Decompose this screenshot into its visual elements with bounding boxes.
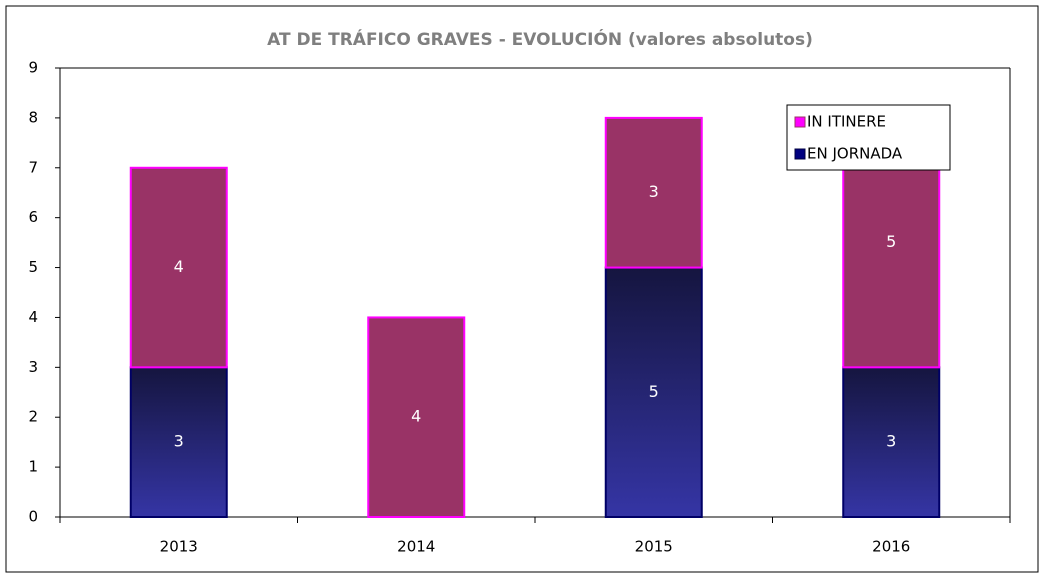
- bar-segment: [842, 366, 941, 519]
- y-tick-label: 8: [28, 108, 38, 126]
- y-tick-label: 9: [28, 59, 38, 77]
- bar-segment: [367, 316, 466, 519]
- y-tick-label: 5: [28, 258, 38, 276]
- y-tick-label: 1: [28, 458, 38, 476]
- data-label: 4: [174, 257, 184, 276]
- data-label: 5: [649, 382, 659, 401]
- data-label: 4: [411, 407, 421, 426]
- x-tick-label: 2013: [160, 538, 198, 556]
- data-label: 5: [886, 232, 896, 251]
- chart-title: AT DE TRÁFICO GRAVES - EVOLUCIÓN (valore…: [267, 28, 813, 50]
- x-tick-label: 2015: [635, 538, 673, 556]
- legend-swatch: [794, 148, 806, 160]
- y-tick-label: 7: [28, 158, 38, 176]
- y-tick-label: 0: [28, 508, 38, 526]
- legend-label: EN JORNADA: [807, 145, 903, 163]
- bar-segment: [604, 116, 703, 269]
- bar-segment: [604, 266, 703, 518]
- data-label: 3: [649, 182, 659, 201]
- data-label: 3: [886, 432, 896, 451]
- legend-box: [786, 104, 951, 171]
- y-tick-label: 4: [28, 308, 38, 326]
- x-tick-label: 2016: [872, 538, 910, 556]
- legend-swatch: [794, 116, 806, 128]
- y-tick-label: 2: [28, 408, 38, 426]
- bar-segment: [129, 366, 228, 519]
- data-label: 3: [174, 432, 184, 451]
- x-tick-label: 2014: [397, 538, 435, 556]
- y-tick-label: 6: [28, 208, 38, 226]
- legend-label: IN ITINERE: [807, 113, 886, 131]
- y-tick-label: 3: [28, 358, 38, 376]
- bar-segment: [129, 166, 228, 369]
